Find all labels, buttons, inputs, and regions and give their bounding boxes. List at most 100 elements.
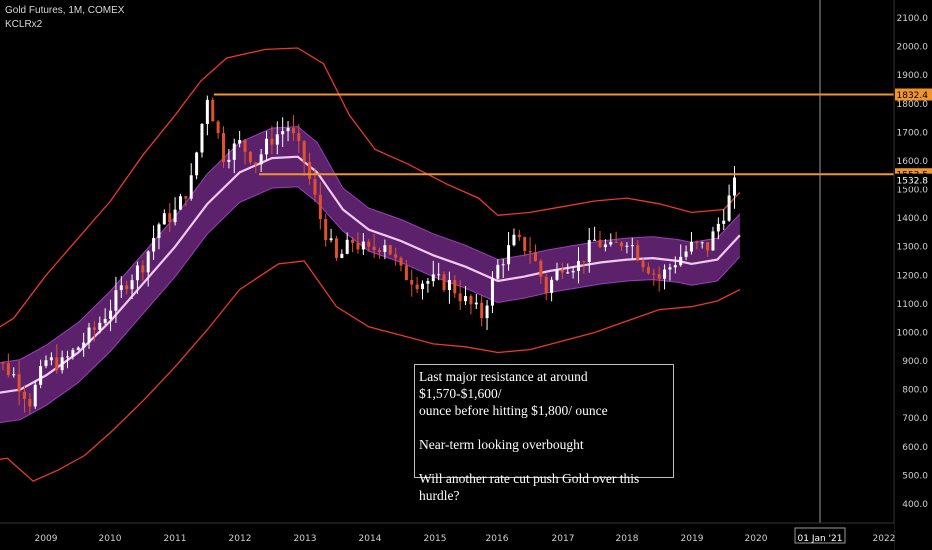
keltner-inner-upper: [0, 126, 741, 364]
price-tick-label: 1700.0: [897, 128, 929, 138]
price-tag-label-1: 1832.4: [897, 91, 929, 101]
candle-body: [625, 245, 629, 247]
time-tick-label: 2018: [616, 534, 639, 544]
candle-body: [555, 269, 559, 280]
candle-body: [92, 327, 96, 330]
candle-body: [146, 251, 150, 273]
candle-body: [474, 302, 478, 305]
candle-body: [485, 305, 489, 319]
candles: [1, 95, 736, 415]
candle-body: [372, 246, 376, 251]
candle-body: [55, 357, 59, 371]
candle-body: [711, 231, 715, 251]
candle-body: [195, 152, 199, 176]
candle-body: [458, 293, 462, 302]
annotation-box: Last major resistance at around $1,570-$…: [414, 364, 674, 503]
candle-body: [453, 280, 457, 294]
time-tick-label: 2019: [681, 534, 704, 544]
candle-body: [706, 242, 710, 251]
candle-body: [60, 357, 64, 371]
candle-body: [668, 267, 672, 270]
candle-body: [302, 141, 306, 162]
candle-body: [329, 238, 333, 241]
candle-body: [12, 374, 16, 376]
price-tick-label: 1600.0: [897, 157, 929, 167]
candle-body: [587, 240, 591, 262]
price-tick-label: 500.0: [902, 471, 928, 481]
candle-body: [367, 241, 371, 247]
price-tick-label: 800.0: [902, 386, 928, 396]
candle-body: [222, 133, 225, 162]
candle-body: [76, 347, 80, 350]
candle-body: [383, 245, 387, 252]
candle-body: [356, 242, 360, 250]
time-tick-label: 2022: [873, 534, 896, 544]
price-tag-label-3: 1532.8: [897, 177, 929, 187]
candle-body: [281, 131, 285, 135]
candle-body: [528, 251, 532, 253]
candle-body: [211, 99, 215, 122]
candle-body: [593, 239, 597, 241]
candle-body: [507, 245, 511, 265]
outer-upper-band: [0, 47, 741, 328]
candle-body: [270, 138, 274, 145]
annotation-line-2: ounce before hitting $1,800/ ounce: [419, 403, 608, 418]
candle-body: [109, 310, 113, 319]
candle-body: [345, 239, 349, 254]
indicator-label: KCLRx2: [5, 19, 43, 30]
candle-body: [447, 280, 451, 291]
price-tick-label: 1300.0: [897, 243, 929, 253]
candle-body: [442, 274, 446, 291]
time-tick-label: 2012: [229, 534, 252, 544]
candle-body: [82, 342, 86, 348]
candle-body: [361, 241, 365, 250]
candle-body: [141, 265, 145, 273]
candle-body: [501, 264, 505, 266]
candle-body: [297, 133, 301, 142]
candle-body: [162, 213, 166, 225]
chart-header: Gold Futures, 1M, COMEX KCLRx2: [5, 4, 124, 32]
candle-body: [512, 234, 516, 246]
candle-body: [431, 274, 435, 282]
candle-body: [620, 242, 624, 247]
candle-body: [496, 264, 500, 279]
candle-body: [689, 241, 693, 252]
price-tick-label: 700.0: [902, 414, 928, 424]
candle-body: [308, 161, 312, 180]
annotation-line-3: Near-term looking overbought: [419, 437, 584, 452]
candle-body: [227, 159, 231, 162]
candle-body: [404, 265, 408, 281]
time-axis[interactable]: [0, 523, 894, 550]
candle-body: [663, 269, 667, 279]
candle-body: [646, 267, 650, 274]
price-tick-label: 2000.0: [897, 43, 929, 53]
candle-body: [577, 260, 580, 271]
candle-body: [544, 276, 548, 293]
candle-body: [732, 177, 736, 196]
candle-body: [254, 162, 258, 165]
candle-body: [437, 274, 441, 276]
candle-body: [560, 269, 564, 273]
chart-title: Gold Futures, 1M, COMEX: [5, 5, 125, 16]
candle-body: [641, 260, 645, 268]
candle-body: [238, 140, 242, 144]
time-tick-label: 2010: [99, 534, 122, 544]
candle-body: [33, 384, 37, 407]
candle-body: [130, 280, 134, 290]
candle-body: [313, 179, 317, 195]
candle-body: [582, 260, 586, 262]
crosshair-date-tag: [794, 527, 846, 544]
candle-body: [248, 151, 252, 163]
candle-body: [334, 238, 338, 258]
candle-body: [324, 219, 328, 241]
candle-body: [205, 99, 209, 124]
candle-body: [394, 254, 398, 258]
candle-body: [318, 194, 322, 220]
candle-body: [173, 209, 177, 223]
candle-body: [286, 128, 290, 132]
price-tick-label: 1200.0: [897, 271, 929, 281]
candle-body: [695, 241, 699, 243]
candle-body: [716, 223, 720, 232]
candle-body: [125, 285, 129, 290]
candle-body: [152, 237, 156, 252]
